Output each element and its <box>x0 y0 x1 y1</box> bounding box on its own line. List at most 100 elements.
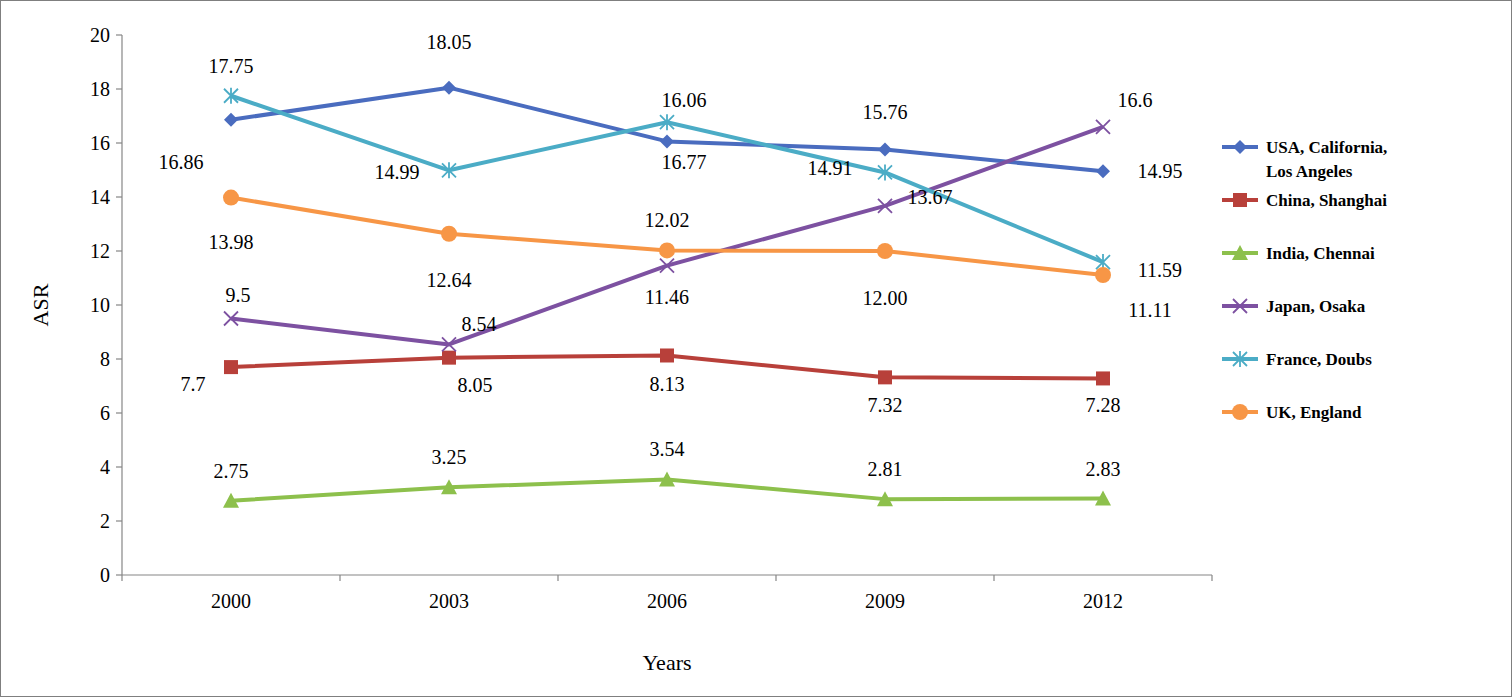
data-label: 8.54 <box>462 313 497 335</box>
data-point <box>442 81 456 95</box>
data-label: 9.5 <box>226 284 251 306</box>
legend-label: UK, England <box>1266 403 1362 422</box>
legend-label-line: Los Angeles <box>1266 162 1353 181</box>
y-tick-label: 2 <box>100 510 110 532</box>
y-tick <box>116 574 122 575</box>
data-point <box>442 162 456 178</box>
y-tick-label: 12 <box>90 240 110 262</box>
legend-label: India, Chennai <box>1266 244 1375 263</box>
data-point <box>442 351 456 365</box>
y-tick-label: 8 <box>100 348 110 370</box>
data-point <box>660 348 674 362</box>
series-line <box>231 127 1103 345</box>
chart: 0246810121416182020002003200620092012Yea… <box>0 0 1512 697</box>
x-axis-title: Years <box>642 650 691 675</box>
x-band-tick <box>993 575 994 581</box>
data-point <box>441 226 457 242</box>
data-label: 17.75 <box>209 55 254 77</box>
y-tick <box>116 520 122 521</box>
y-tick <box>116 142 122 143</box>
data-label: 8.13 <box>650 373 685 395</box>
plot-area <box>223 81 1111 508</box>
data-label: 11.46 <box>645 286 689 308</box>
x-band-tick <box>775 575 776 581</box>
y-tick-label: 4 <box>100 456 110 478</box>
chart-frame <box>1 1 1512 697</box>
data-label: 14.99 <box>375 161 420 183</box>
data-label: 16.77 <box>662 151 707 173</box>
y-tick <box>116 250 122 251</box>
x-tick-label: 2006 <box>647 590 687 612</box>
y-tick <box>116 358 122 359</box>
data-label: 12.02 <box>645 209 690 231</box>
data-point <box>223 190 239 206</box>
data-point <box>223 493 239 508</box>
y-tick <box>116 88 122 89</box>
data-point <box>877 491 893 506</box>
data-label: 7.7 <box>181 373 206 395</box>
legend-marker <box>1233 140 1247 154</box>
legend-label: Japan, Osaka <box>1266 297 1366 316</box>
data-point <box>224 113 238 127</box>
x-band-tick <box>121 575 122 581</box>
data-point <box>660 259 674 273</box>
legend-label-line: Japan, Osaka <box>1266 297 1366 316</box>
y-tick-label: 16 <box>90 132 110 154</box>
data-point <box>1095 491 1111 506</box>
data-point <box>1096 164 1110 178</box>
data-label: 16.06 <box>662 89 707 111</box>
data-point <box>877 243 893 259</box>
x-tick-label: 2012 <box>1083 590 1123 612</box>
data-label: 3.54 <box>650 438 685 460</box>
data-point <box>224 360 238 374</box>
y-tick <box>116 304 122 305</box>
legend-marker <box>1233 299 1247 313</box>
y-tick <box>116 34 122 35</box>
data-label: 18.05 <box>427 31 472 53</box>
x-band-tick <box>339 575 340 581</box>
data-point <box>1096 120 1110 134</box>
data-label: 11.59 <box>1138 259 1182 281</box>
legend-label: France, Doubs <box>1266 350 1372 369</box>
data-point <box>1096 371 1110 385</box>
x-band-tick <box>557 575 558 581</box>
y-tick-label: 10 <box>90 294 110 316</box>
legend-label-line: India, Chennai <box>1266 244 1375 263</box>
data-label: 11.11 <box>1128 299 1172 321</box>
legend-label-line: China, Shanghai <box>1266 191 1387 210</box>
data-label: 3.25 <box>432 446 467 468</box>
data-label: 16.86 <box>159 151 204 173</box>
y-tick-label: 6 <box>100 402 110 424</box>
data-point <box>224 312 238 326</box>
legend-label: China, Shanghai <box>1266 191 1387 210</box>
data-label: 14.95 <box>1138 160 1183 182</box>
data-point <box>659 242 675 258</box>
y-tick <box>116 196 122 197</box>
data-point <box>659 471 675 486</box>
data-label: 12.64 <box>427 269 472 291</box>
x-band-tick <box>1211 575 1212 581</box>
data-label: 14.91 <box>808 157 853 179</box>
y-tick <box>116 412 122 413</box>
x-tick-label: 2009 <box>865 590 905 612</box>
data-point <box>442 337 456 351</box>
data-point <box>660 134 674 148</box>
data-label: 7.32 <box>868 394 903 416</box>
data-label: 13.67 <box>908 186 953 208</box>
y-tick-label: 0 <box>100 564 110 586</box>
data-point <box>224 88 238 104</box>
y-tick <box>116 466 122 467</box>
x-tick-label: 2000 <box>211 590 251 612</box>
series-line <box>231 198 1103 275</box>
legend: USA, California,Los AngelesChina, Shangh… <box>1222 138 1387 422</box>
x-axis <box>122 574 1212 575</box>
data-point <box>1095 267 1111 283</box>
data-point <box>878 142 892 156</box>
data-label: 13.98 <box>209 231 254 253</box>
data-point <box>441 479 457 494</box>
data-labels: 16.8618.0516.0615.7614.957.78.058.137.32… <box>159 31 1183 482</box>
data-label: 12.00 <box>863 287 908 309</box>
data-label: 15.76 <box>863 101 908 123</box>
data-label: 16.6 <box>1118 89 1153 111</box>
data-label: 7.28 <box>1086 394 1121 416</box>
